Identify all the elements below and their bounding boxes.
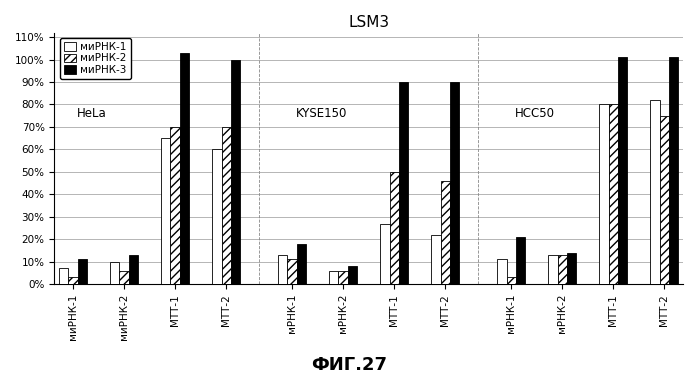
Bar — [399, 82, 408, 284]
Bar — [68, 278, 77, 284]
Bar — [380, 224, 389, 284]
Bar — [618, 57, 628, 284]
Bar — [431, 235, 440, 284]
Bar — [348, 266, 357, 284]
Bar — [297, 244, 306, 284]
Bar — [651, 100, 660, 284]
Bar — [600, 104, 609, 284]
Bar — [440, 181, 450, 284]
Text: ФИГ.27: ФИГ.27 — [311, 356, 387, 374]
Bar — [567, 253, 576, 284]
Bar — [119, 271, 128, 284]
Bar — [212, 149, 221, 284]
Bar — [669, 57, 678, 284]
Bar — [549, 255, 558, 284]
Bar — [507, 278, 516, 284]
Text: HeLa: HeLa — [77, 107, 107, 120]
Bar — [288, 260, 297, 284]
Bar — [609, 104, 618, 284]
Bar — [558, 255, 567, 284]
Text: HCC50: HCC50 — [515, 107, 556, 120]
Bar — [221, 127, 231, 284]
Bar — [161, 138, 170, 284]
Bar — [59, 269, 68, 284]
Text: KYSE150: KYSE150 — [296, 107, 348, 120]
Bar — [497, 260, 507, 284]
Bar — [170, 127, 180, 284]
Title: LSM3: LSM3 — [348, 15, 389, 30]
Bar — [77, 260, 87, 284]
Bar — [128, 255, 138, 284]
Bar — [110, 262, 119, 284]
Bar — [278, 255, 288, 284]
Bar — [389, 172, 399, 284]
Legend: миРНК-1, миРНК-2, миРНК-3: миРНК-1, миРНК-2, миРНК-3 — [59, 38, 131, 79]
Bar — [660, 116, 669, 284]
Bar — [329, 271, 339, 284]
Bar — [339, 271, 348, 284]
Bar — [450, 82, 459, 284]
Bar — [180, 53, 189, 284]
Bar — [231, 59, 240, 284]
Bar — [516, 237, 525, 284]
